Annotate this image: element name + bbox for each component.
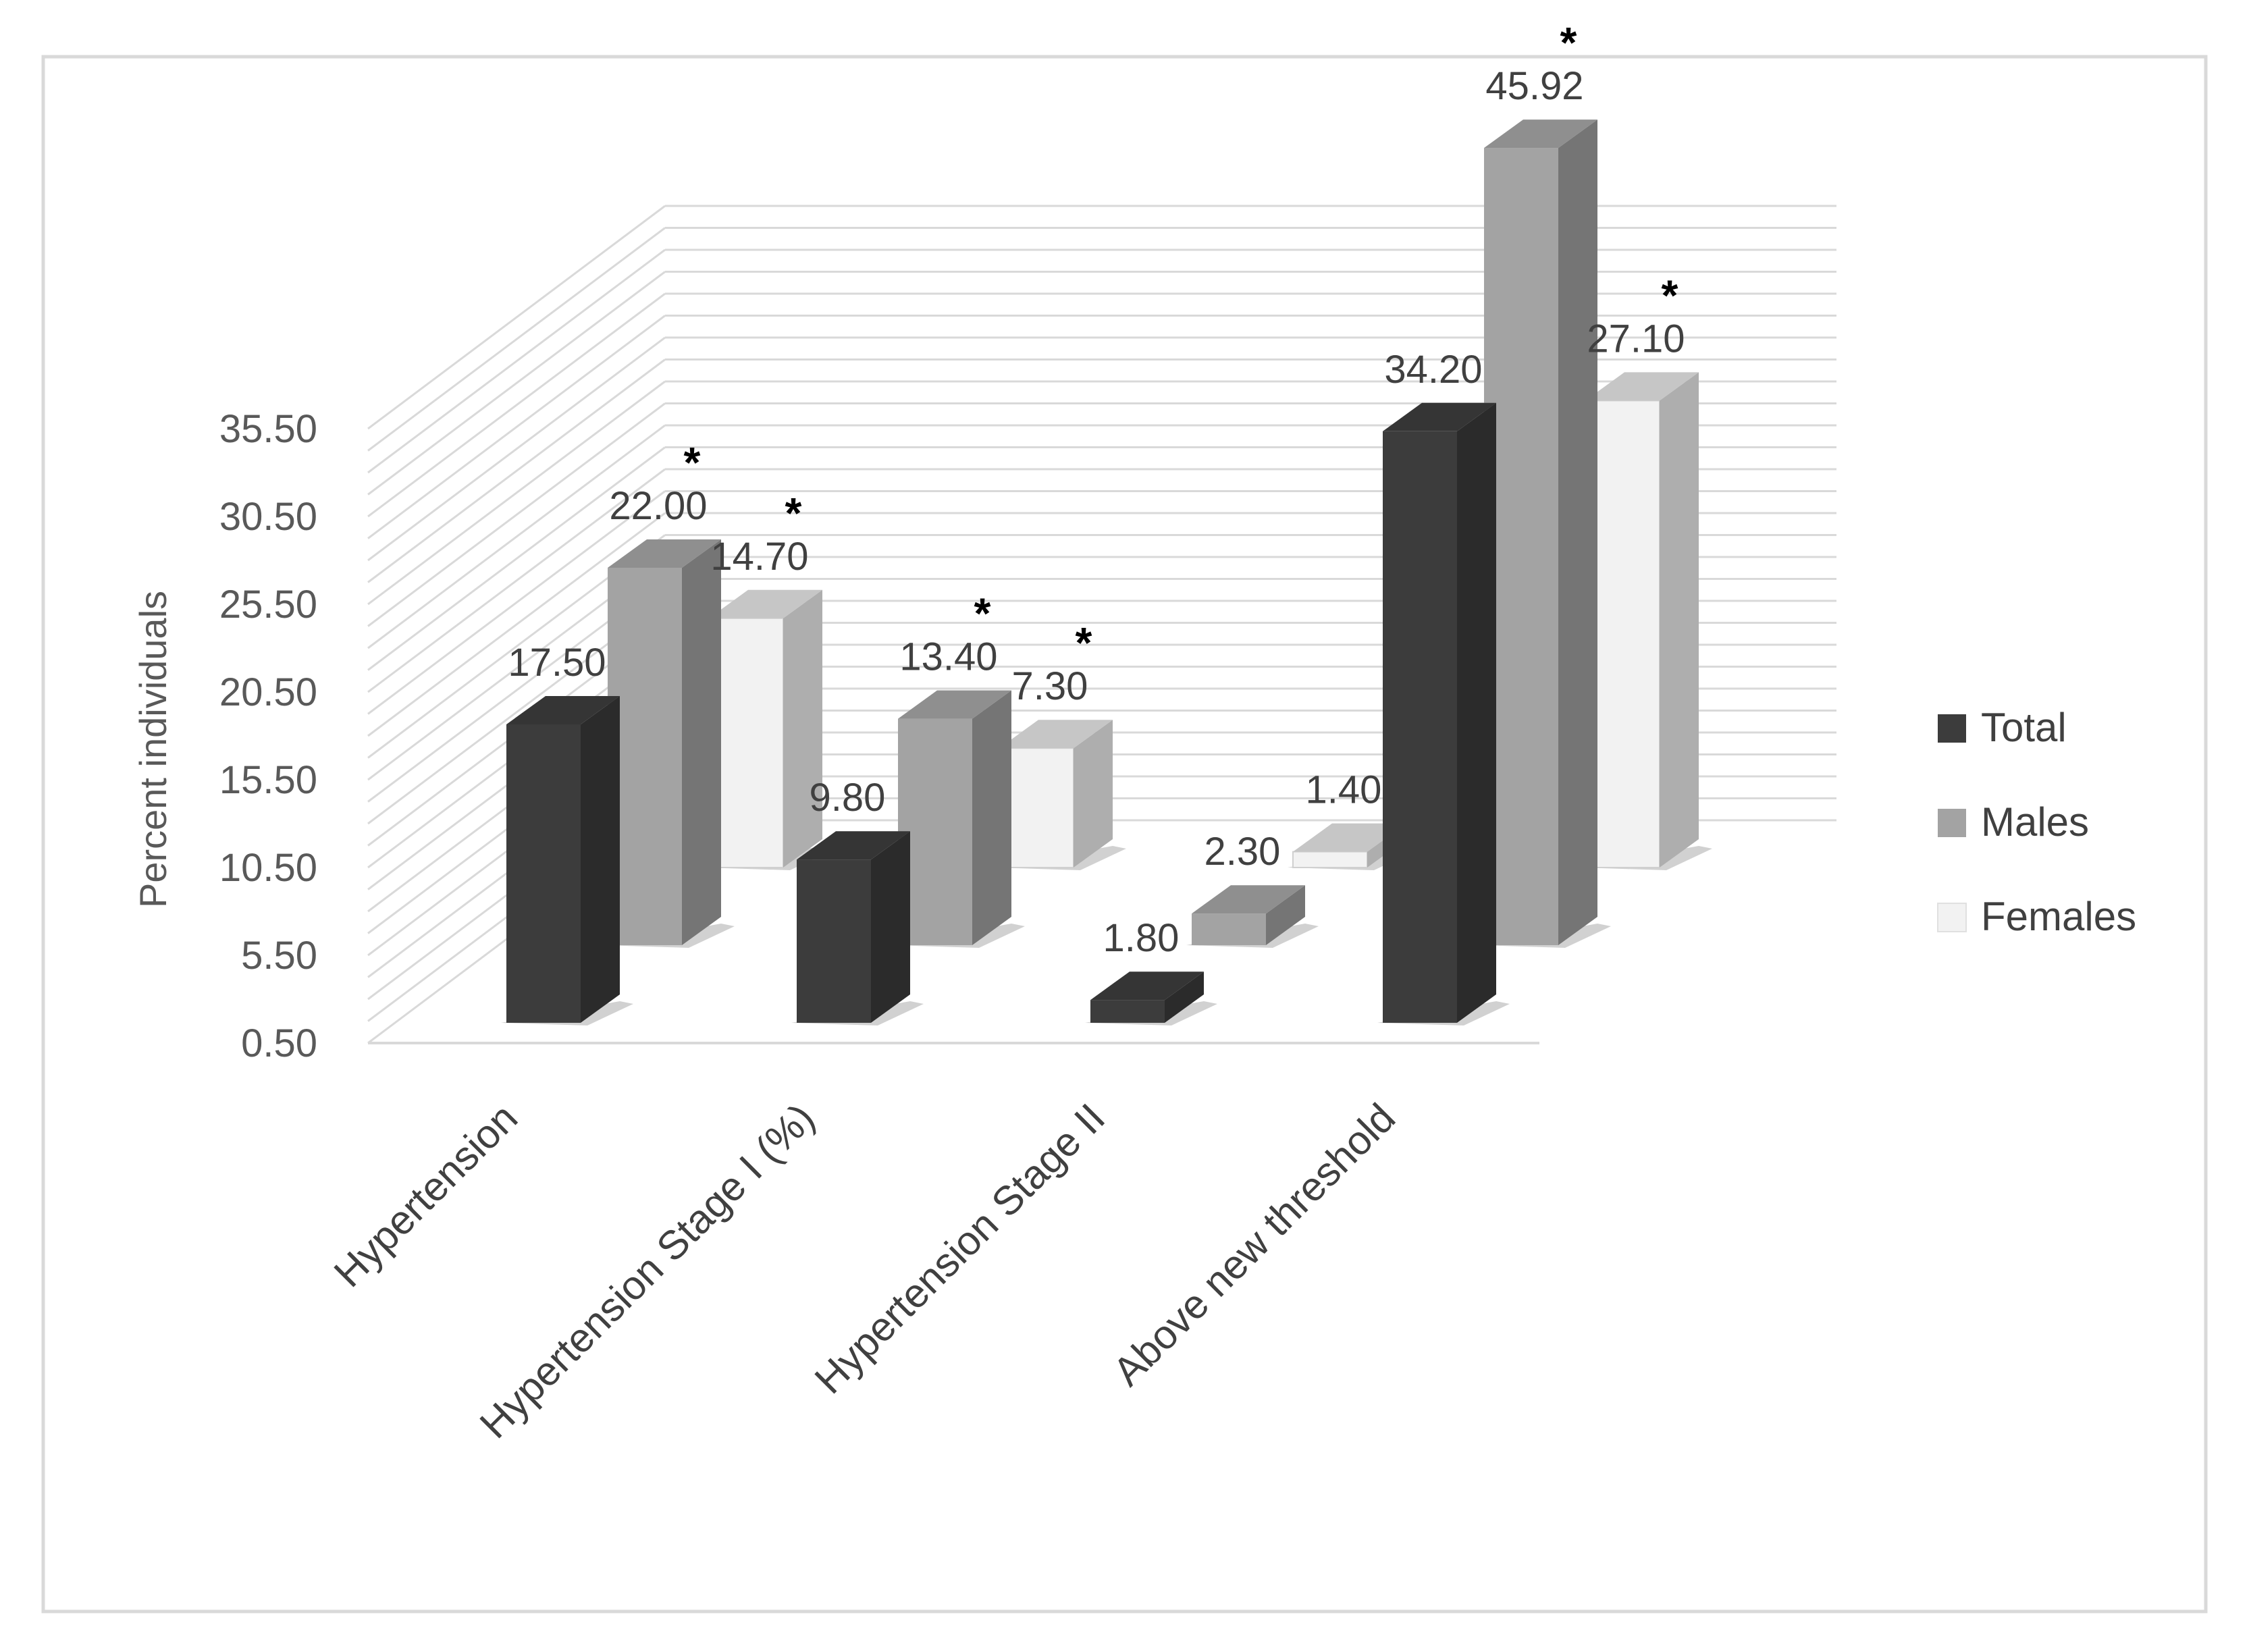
legend-swatch-males	[1938, 809, 1966, 837]
significance-marker: *	[1076, 618, 1092, 667]
bar-males-2	[1186, 885, 1319, 948]
bar-front-face	[1585, 400, 1660, 868]
bar-total-2	[1085, 971, 1217, 1025]
legend-label-females: Females	[1981, 894, 2136, 939]
y-tick-label: 25.50	[219, 583, 317, 627]
legend-swatch-females	[1937, 903, 1967, 932]
bar-side-face	[783, 589, 822, 868]
bar-top-face	[1484, 119, 1597, 149]
data-labels: 14.70*7.30*1.4027.10*22.00*13.40*2.3045.…	[508, 18, 1685, 960]
bars	[501, 119, 1712, 1025]
side-gridline	[367, 271, 666, 496]
bar-side-face	[1266, 885, 1305, 945]
bar-side-face	[1457, 402, 1496, 1023]
bar-front-face	[1383, 431, 1457, 1023]
bar-side-face	[1558, 119, 1597, 946]
bar-front-face	[1484, 148, 1558, 946]
significance-marker: *	[684, 438, 701, 487]
side-gridline	[367, 205, 666, 430]
significance-marker: *	[1662, 271, 1678, 319]
bar-top-face	[797, 831, 910, 860]
bar-front-face	[1090, 1000, 1165, 1023]
side-gridline	[367, 358, 666, 583]
side-gridline	[367, 380, 666, 606]
data-label-females-1: 7.30	[1012, 664, 1088, 708]
bar-side-face	[1165, 971, 1204, 1023]
y-tick-label: 0.50	[241, 1021, 317, 1065]
side-gridline	[367, 315, 666, 539]
data-label-females-3: 27.10	[1587, 317, 1685, 361]
bar-top-face	[999, 720, 1113, 749]
bar-females-3	[1580, 372, 1712, 870]
side-gridline	[367, 468, 666, 693]
bar-total-0	[501, 696, 633, 1025]
bar-front-face	[608, 568, 682, 945]
y-tick-label: 30.50	[219, 495, 317, 539]
bar-top-face	[608, 539, 721, 568]
legend-label-total: Total	[1981, 705, 2067, 750]
data-label-total-1: 9.80	[810, 776, 886, 820]
bar-males-3	[1479, 119, 1611, 948]
bar-top-face	[898, 690, 1011, 719]
bar-top-face	[1090, 971, 1204, 1001]
bar-front-face	[506, 724, 581, 1023]
y-tick-label: 15.50	[219, 758, 317, 802]
data-label-males-2: 2.30	[1205, 830, 1281, 874]
bar-side-face	[1074, 720, 1113, 868]
bar-side-face	[581, 696, 620, 1023]
side-gridline	[367, 402, 666, 627]
bar-side-face	[1660, 372, 1699, 868]
bar-top-face	[709, 589, 822, 618]
bar-side-face	[682, 539, 721, 945]
data-label-total-3: 34.20	[1384, 348, 1482, 392]
bar-front-face	[898, 718, 972, 945]
legend-swatch-total	[1938, 714, 1966, 743]
bar-top-face	[1293, 823, 1406, 852]
legend-label-males: Males	[1981, 799, 2089, 845]
bar-side-face	[871, 831, 910, 1023]
y-tick-label: 5.50	[241, 934, 317, 978]
data-label-females-0: 14.70	[710, 535, 808, 579]
bar-top-face	[1585, 372, 1699, 401]
y-tick-label: 20.50	[219, 670, 317, 714]
bar-front-face	[1292, 851, 1368, 868]
data-label-total-2: 1.80	[1103, 916, 1180, 960]
data-label-males-1: 13.40	[899, 635, 997, 679]
side-gridline	[367, 248, 666, 474]
side-gridline	[367, 336, 666, 562]
side-gridline	[367, 227, 666, 452]
y-axis-title: Percent individuals	[132, 591, 174, 908]
bar-males-0	[602, 539, 735, 948]
significance-marker: *	[974, 589, 991, 638]
y-axis-ticks: 0.50 5.50 10.50 15.50 20.50 25.50 30.50 35.50	[219, 407, 317, 1065]
bar-front-face	[1192, 913, 1266, 945]
y-tick-label: 10.50	[219, 846, 317, 890]
side-gridline	[367, 490, 666, 715]
side-gridline	[367, 424, 666, 649]
y-tick-label: 35.50	[219, 407, 317, 451]
significance-marker: *	[1560, 18, 1577, 67]
data-label-females-2: 1.40	[1306, 768, 1382, 812]
bar-top-face	[506, 696, 620, 724]
bar-males-1	[893, 690, 1025, 948]
bar-total-1	[791, 831, 924, 1025]
bar-side-face	[972, 690, 1011, 945]
legend: Total Males Females	[1937, 705, 2136, 939]
bar-top-face	[1192, 885, 1305, 914]
data-label-total-0: 17.50	[508, 641, 606, 685]
significance-marker: *	[785, 489, 802, 537]
bar-females-0	[704, 589, 836, 870]
bar-total-3	[1377, 402, 1510, 1025]
side-gridline	[367, 446, 666, 671]
side-gridline	[367, 292, 666, 518]
bar-top-face	[1383, 402, 1496, 431]
side-gridline	[367, 512, 666, 737]
bar-females-1	[994, 720, 1126, 870]
bar-front-face	[797, 859, 871, 1023]
data-label-males-0: 22.00	[609, 484, 707, 528]
data-label-males-3: 45.92	[1485, 64, 1583, 108]
